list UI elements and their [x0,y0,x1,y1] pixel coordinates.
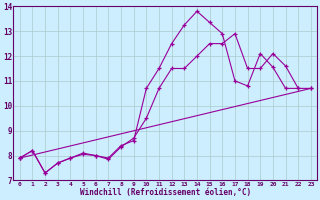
X-axis label: Windchill (Refroidissement éolien,°C): Windchill (Refroidissement éolien,°C) [80,188,251,197]
